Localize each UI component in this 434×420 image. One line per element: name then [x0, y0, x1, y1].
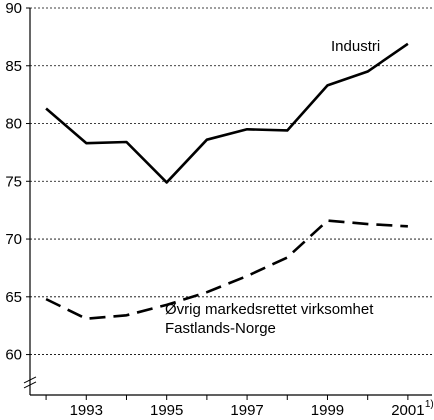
- y-tick-label: 60: [5, 347, 22, 364]
- series-label-industri: Industri: [331, 38, 380, 55]
- gridlines: [30, 7, 432, 355]
- axis-break-mark: [23, 376, 37, 384]
- series-label-ovrig-line2: Fastlands-Norge: [165, 320, 276, 337]
- y-tick-label: 65: [5, 289, 22, 306]
- series-line-industri: [45, 42, 409, 184]
- x-tick-label: 1995: [150, 402, 183, 419]
- y-tick-label: 70: [5, 231, 22, 248]
- axis-break-mark: [23, 381, 37, 389]
- labels: 60 65 70 75 80 85 90 1993 1995 1997 1999 2001 1) Indu…: [5, 0, 433, 419]
- x-tick-footnote: 1): [425, 399, 434, 410]
- x-tick-label: 2001: [391, 402, 424, 419]
- x-tick-label: 1997: [230, 402, 263, 419]
- axes: [23, 7, 432, 400]
- x-tick-label: 1999: [311, 402, 344, 419]
- y-tick-label: 90: [5, 0, 22, 17]
- x-tick-label: 1993: [70, 402, 103, 419]
- y-tick-label: 75: [5, 173, 22, 190]
- series-label-ovrig-line1: Øvrig markedsrettet virksomhet: [165, 301, 374, 318]
- y-tick-label: 85: [5, 58, 22, 75]
- y-tick-label: 80: [5, 116, 22, 133]
- series-lines: [45, 42, 409, 321]
